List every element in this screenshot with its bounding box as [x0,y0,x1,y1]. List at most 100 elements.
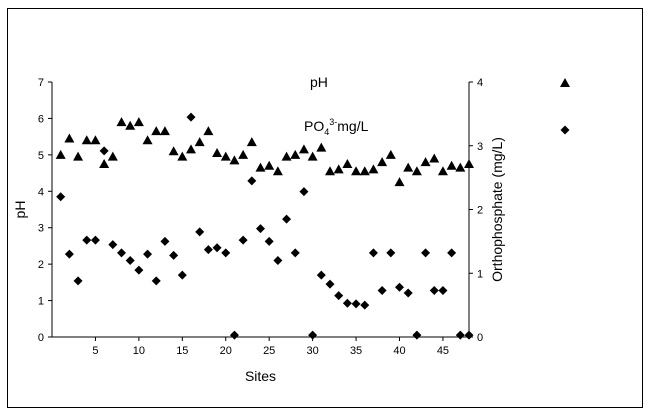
orthophosphate-point [342,298,352,308]
right-y-tick-label: 0 [477,332,483,344]
legend-po4-sup: 3- [329,117,337,127]
ph-point [151,126,162,136]
legend-po4-sub: 4 [324,127,329,137]
right-y-tick-label: 4 [477,77,483,89]
ph-point [403,162,414,172]
orthophosphate-point [125,256,135,265]
ph-point [81,135,92,145]
ph-point [203,126,214,136]
orthophosphate-point [256,224,265,234]
orthophosphate-point [325,279,335,289]
data-points [55,112,474,340]
ph-point [55,149,66,159]
ph-point [368,164,379,174]
orthophosphate-point [64,249,74,259]
legend-marker-orthophosphate-diamond [560,125,570,135]
ph-point [64,133,75,143]
ph-point [385,149,396,159]
x-tick-label: 30 [307,345,319,357]
axes [48,81,473,341]
orthophosphate-point [264,236,274,246]
ph-point [307,151,318,161]
ph-point [99,158,110,168]
x-tick-label: 10 [133,345,145,357]
left-y-tick-label: 6 [38,113,44,125]
ph-point [177,151,188,161]
ph-point [229,155,240,165]
ph-point [194,137,205,147]
left-y-axis-title: pH [12,201,28,219]
ph-point [290,149,301,159]
right-y-axis-title: Orthophosphate (mg/L) [489,137,505,282]
ph-point [238,149,249,159]
x-tick-label: 35 [350,345,362,357]
orthophosphate-point [56,192,66,202]
orthophosphate-point [464,330,474,340]
orthophosphate-point [169,250,179,260]
chart-frame: 0 1 2 3 4 5 6 7 0 1 2 3 4 5 10 15 20 25 30 35 40 45 Sites pH … [7,8,643,408]
orthophosphate-point [438,285,448,295]
orthophosphate-point [134,265,144,275]
ph-point [168,146,179,156]
x-tick-label: 45 [437,345,449,357]
ph-point [220,151,231,161]
ph-point [116,117,127,127]
x-tick-label: 25 [263,345,275,357]
orthophosphate-point [212,243,222,253]
legend-marker-ph-triangle [560,78,570,87]
ph-point [342,158,353,168]
left-y-tick-label: 2 [38,259,44,271]
legend-po4-rest: mg/L [337,118,368,134]
orthophosphate-point [403,288,413,298]
ph-point [142,135,153,145]
orthophosphate-point [290,248,300,258]
ph-point [377,157,388,167]
orthophosphate-point [447,248,457,258]
orthophosphate-point [299,187,309,197]
ph-point [125,120,136,130]
ph-point [411,166,422,176]
orthophosphate-point [73,276,83,286]
orthophosphate-point [82,235,92,245]
orthophosphate-point [177,270,187,280]
orthophosphate-point [377,285,387,295]
orthophosphate-point [273,256,283,265]
ph-point [325,166,335,176]
left-y-tick-label: 7 [38,77,44,89]
ph-point [455,162,466,172]
orthophosphate-point [108,240,118,250]
right-y-tick-label: 1 [477,268,483,280]
orthophosphate-point [247,176,257,186]
ph-point [420,157,431,167]
left-y-tick-label: 3 [38,223,44,235]
left-y-tick-label: 0 [38,332,44,344]
orthophosphate-point [195,227,205,237]
orthophosphate-point [316,270,326,280]
orthophosphate-point [151,276,161,286]
ph-point [212,148,223,158]
ph-point [464,158,474,168]
orthophosphate-point [395,282,404,292]
ph-point [264,160,275,170]
right-y-tick-label: 2 [477,205,483,217]
orthophosphate-point [360,300,370,310]
legend: pH PO43-mg/L [304,74,570,137]
left-y-tick-label: 1 [38,296,44,308]
x-axis-title: Sites [245,368,276,384]
orthophosphate-point [351,299,361,309]
orthophosphate-point [238,235,248,245]
orthophosphate-point [221,248,231,258]
series-ph [55,117,474,187]
legend-label-orthophosphate: PO43-mg/L [304,117,369,137]
legend-po4-main: PO [304,118,324,134]
orthophosphate-point [455,330,465,340]
ph-point [437,166,448,176]
orthophosphate-point [160,236,170,246]
orthophosphate-point [282,214,292,224]
orthophosphate-point [143,249,153,259]
orthophosphate-point [386,248,396,258]
ph-point [133,117,144,127]
ph-point [298,144,309,154]
